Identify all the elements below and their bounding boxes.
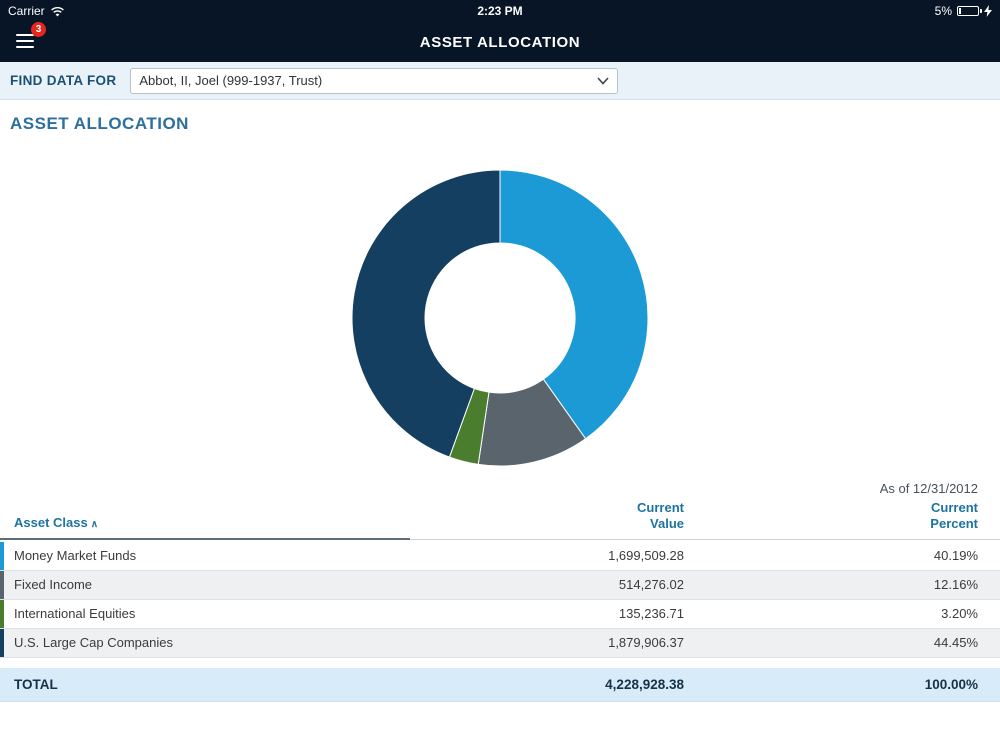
asset-class-cell: Fixed Income	[0, 577, 410, 592]
donut-chart-svg	[350, 168, 650, 468]
row-color-swatch	[0, 542, 4, 570]
total-label: TOTAL	[0, 677, 410, 692]
carrier-label: Carrier	[8, 4, 45, 18]
table-row: International Equities 135,236.71 3.20%	[0, 600, 1000, 629]
row-color-swatch	[0, 629, 4, 657]
row-color-swatch	[0, 600, 4, 628]
current-percent-cell: 44.45%	[690, 635, 1000, 650]
charging-bolt-icon	[984, 5, 992, 17]
total-value: 4,228,928.38	[410, 677, 690, 692]
allocation-donut	[350, 168, 650, 473]
header-current-percent: CurrentPercent	[690, 500, 1000, 540]
nav-bar: 3 ASSET ALLOCATION	[0, 22, 1000, 62]
current-percent-cell: 40.19%	[690, 548, 1000, 563]
page-title: ASSET ALLOCATION	[0, 100, 1000, 134]
current-percent-cell: 3.20%	[690, 606, 1000, 621]
asset-class-cell: International Equities	[0, 606, 410, 621]
table-row: U.S. Large Cap Companies 1,879,906.37 44…	[0, 629, 1000, 658]
table-row: Fixed Income 514,276.02 12.16%	[0, 571, 1000, 600]
nav-title: ASSET ALLOCATION	[420, 34, 580, 51]
current-value-cell: 1,879,906.37	[410, 635, 690, 650]
status-bar: Carrier 2:23 PM 5%	[0, 0, 1000, 22]
account-dropdown-value: Abbot, II, Joel (999-1937, Trust)	[139, 73, 322, 88]
clock: 2:23 PM	[477, 4, 522, 18]
header-current-value: CurrentValue	[410, 500, 690, 540]
asset-class-cell: Money Market Funds	[0, 548, 410, 563]
account-dropdown[interactable]: Abbot, II, Joel (999-1937, Trust)	[130, 68, 618, 94]
chevron-down-icon	[597, 77, 609, 85]
find-data-label: FIND DATA FOR	[10, 73, 116, 88]
hamburger-icon	[16, 34, 34, 37]
asset-class-cell: U.S. Large Cap Companies	[0, 635, 410, 650]
header-asset-class[interactable]: Asset Class∧	[0, 515, 410, 540]
current-value-cell: 514,276.02	[410, 577, 690, 592]
current-value-cell: 135,236.71	[410, 606, 690, 621]
current-percent-cell: 12.16%	[690, 577, 1000, 592]
as-of-date: As of 12/31/2012	[0, 473, 1000, 500]
battery-percent: 5%	[935, 4, 952, 18]
top-bar: Carrier 2:23 PM 5% 3 ASSET ALLOCATION	[0, 0, 1000, 62]
menu-button[interactable]: 3	[16, 30, 42, 54]
find-data-bar: FIND DATA FOR Abbot, II, Joel (999-1937,…	[0, 62, 1000, 100]
sort-ascending-icon: ∧	[91, 519, 98, 530]
total-row: TOTAL 4,228,928.38 100.00%	[0, 668, 1000, 702]
table-header-row: Asset Class∧ CurrentValue CurrentPercent	[0, 500, 1000, 542]
total-percent: 100.00%	[690, 677, 1000, 692]
wifi-icon	[50, 6, 65, 17]
row-color-swatch	[0, 571, 4, 599]
table-row: Money Market Funds 1,699,509.28 40.19%	[0, 542, 1000, 571]
notification-badge: 3	[31, 22, 46, 37]
current-value-cell: 1,699,509.28	[410, 548, 690, 563]
battery-icon	[957, 6, 979, 16]
